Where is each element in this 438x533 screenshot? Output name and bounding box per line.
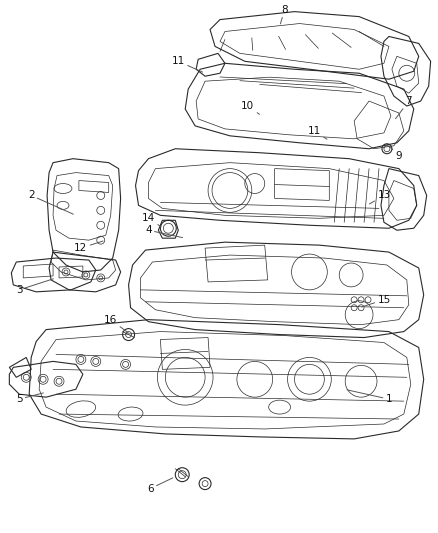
Text: 5: 5 xyxy=(16,393,43,404)
Text: 1: 1 xyxy=(347,390,392,404)
Text: 2: 2 xyxy=(28,190,74,214)
Text: 13: 13 xyxy=(369,190,391,204)
Text: 12: 12 xyxy=(74,241,103,253)
Text: 4: 4 xyxy=(145,225,183,238)
Text: 10: 10 xyxy=(241,101,259,115)
Text: 11: 11 xyxy=(308,126,327,139)
Text: 6: 6 xyxy=(147,478,173,494)
Text: 14: 14 xyxy=(142,213,161,227)
Text: 8: 8 xyxy=(280,5,288,24)
Text: 15: 15 xyxy=(362,295,391,307)
Text: 16: 16 xyxy=(104,314,128,333)
Text: 3: 3 xyxy=(16,279,53,295)
Text: 11: 11 xyxy=(172,56,202,72)
Text: 9: 9 xyxy=(389,146,402,161)
Text: 7: 7 xyxy=(396,96,412,119)
